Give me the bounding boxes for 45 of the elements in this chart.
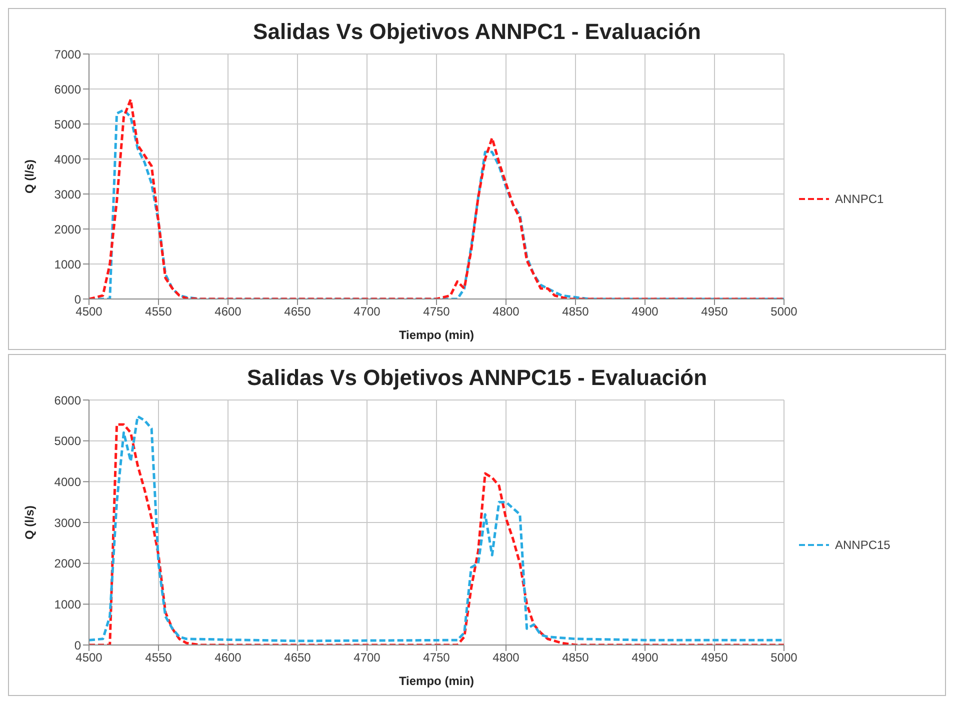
- legend-label: ANNPC1: [835, 192, 884, 206]
- x-tick-label: 4900: [632, 650, 659, 665]
- x-tick-label: 4650: [284, 650, 312, 665]
- y-tick-label: 3000: [54, 516, 82, 530]
- y-tick-label: 0: [74, 638, 82, 652]
- x-tick-label: 4950: [701, 650, 728, 665]
- x-tick-label: 4700: [354, 304, 381, 319]
- x-tick-label: 4650: [284, 304, 312, 319]
- x-tick-label: 4800: [492, 304, 520, 319]
- x-tick-label: 4850: [562, 304, 590, 319]
- y-axis-title: Q (l/s): [22, 505, 36, 540]
- y-tick-label: 2000: [54, 556, 82, 571]
- x-tick-label: 4550: [145, 650, 172, 665]
- y-tick-label: 5000: [54, 434, 82, 448]
- x-tick-label: 4600: [214, 650, 242, 665]
- y-tick-label: 4000: [54, 152, 82, 166]
- y-tick-label: 0: [74, 292, 82, 306]
- x-tick-label: 4750: [423, 650, 450, 665]
- y-axis-title: Q (l/s): [22, 159, 36, 194]
- y-tick-label: 1000: [54, 257, 82, 272]
- x-tick-label: 4900: [632, 304, 659, 319]
- y-tick-label: 3000: [54, 187, 82, 202]
- x-tick-label: 4750: [423, 304, 450, 319]
- x-tick-label: 4500: [76, 650, 103, 665]
- y-tick-label: 2000: [54, 222, 82, 236]
- y-tick-label: 7000: [54, 47, 82, 62]
- x-tick-label: 4550: [145, 304, 172, 319]
- y-tick-label: 4000: [54, 474, 82, 489]
- x-tick-label: 4950: [701, 304, 728, 319]
- x-tick-label: 4800: [492, 650, 520, 665]
- chart-title: Salidas Vs Objetivos ANNPC15 - Evaluación: [246, 365, 708, 391]
- x-tick-label: 4700: [354, 650, 381, 665]
- x-axis-title: Tiempo (min): [398, 674, 474, 688]
- x-tick-label: 5000: [770, 304, 798, 319]
- legend-label: ANNPC15: [835, 538, 890, 552]
- y-tick-label: 5000: [54, 117, 82, 132]
- x-axis-title: Tiempo (min): [398, 328, 474, 342]
- x-tick-label: 4600: [214, 304, 242, 319]
- chart-title: Salidas Vs Objetivos ANNPC1 - Evaluación: [252, 19, 702, 45]
- y-tick-label: 6000: [54, 82, 82, 96]
- x-tick-label: 5000: [770, 650, 798, 665]
- y-tick-label: 6000: [54, 393, 82, 408]
- x-tick-label: 4500: [76, 304, 103, 319]
- y-tick-label: 1000: [54, 597, 82, 612]
- x-tick-label: 4850: [562, 650, 590, 665]
